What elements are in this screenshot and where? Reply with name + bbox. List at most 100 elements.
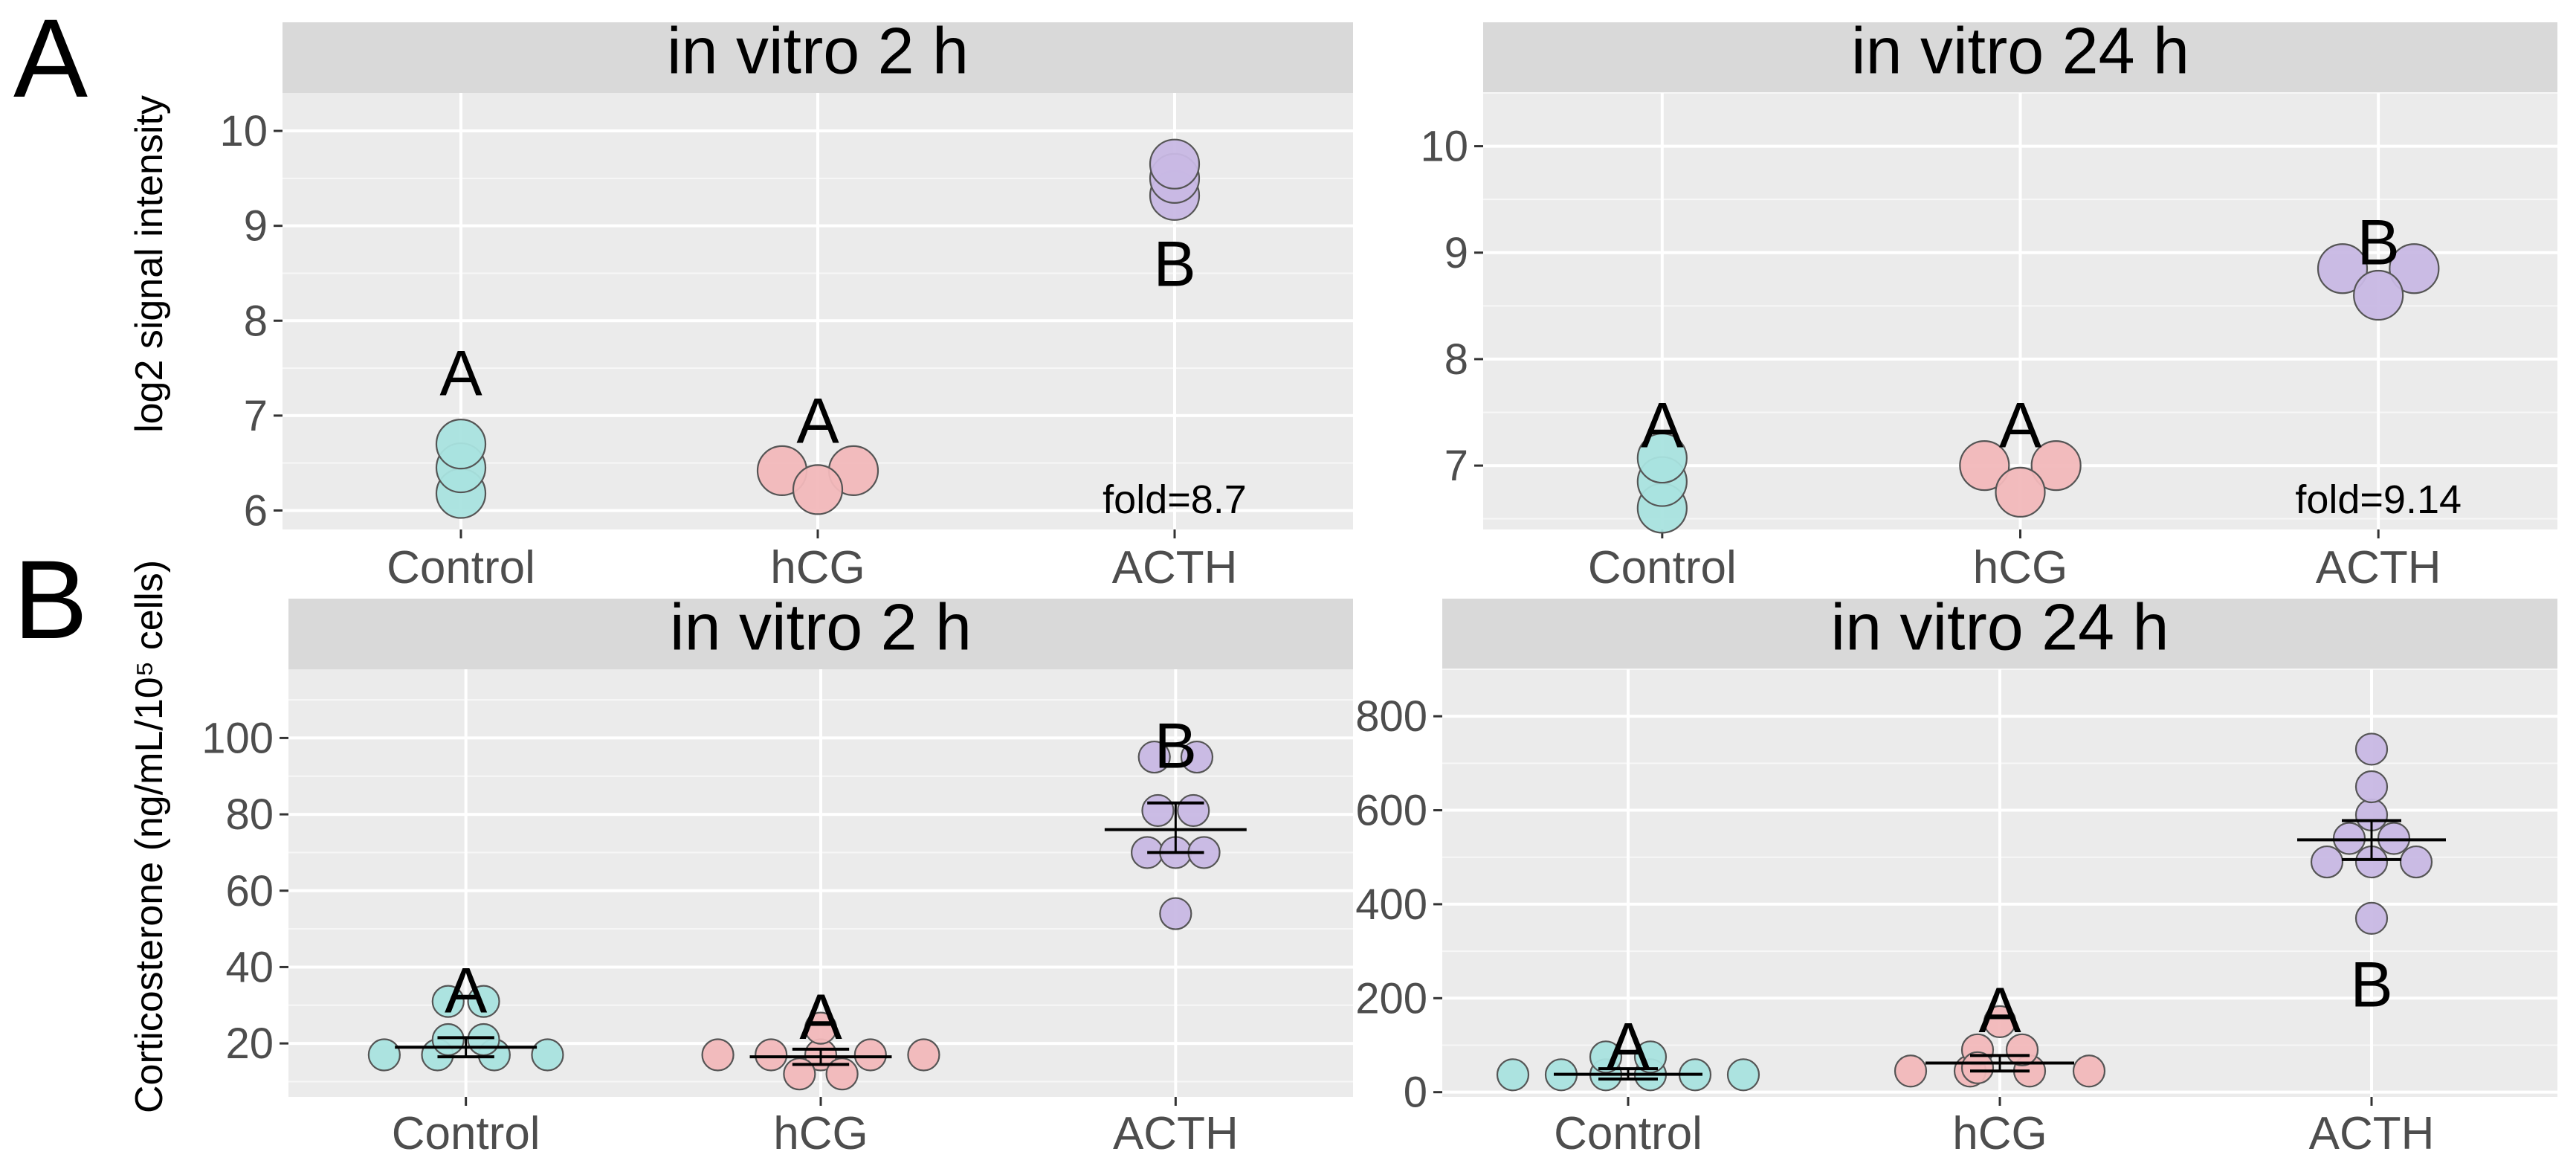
data-point-control: [1633, 1040, 1668, 1074]
data-point-hcg: [792, 464, 844, 515]
data-point-hcg: [825, 1057, 859, 1091]
y-tick-label: 9: [1444, 229, 1468, 277]
data-point-acth: [2317, 243, 2369, 294]
y-tick-label: 10: [1420, 123, 1468, 171]
data-point-control: [431, 1023, 465, 1057]
y-tick-label: 7: [244, 392, 268, 440]
data-point-hcg: [1959, 439, 2010, 492]
data-point-hcg: [907, 1038, 940, 1072]
y-tick-label: 9: [244, 202, 268, 251]
data-point-acth: [1149, 138, 1201, 190]
data-point-hcg: [2005, 1033, 2039, 1066]
data-point-acth: [1159, 897, 1192, 930]
y-tick-label: 400: [1355, 880, 1427, 929]
significance-letter-acth: B: [1155, 711, 1197, 782]
data-point-acth: [1177, 793, 1210, 828]
y-label-log2: log2 signal intensity: [128, 95, 171, 433]
fold-annotation: fold=8.7: [1103, 477, 1247, 522]
data-point-control: [367, 1038, 401, 1072]
data-point-control: [1496, 1058, 1530, 1092]
data-point-acth: [2353, 269, 2404, 321]
data-point-acth: [1141, 793, 1175, 828]
data-point-acth: [2354, 770, 2389, 804]
facet-title: in vitro 24 h: [1851, 13, 2189, 87]
y-tick-label: 6: [244, 486, 268, 535]
significance-letter-hcg: A: [796, 385, 839, 457]
data-point-acth: [2389, 243, 2440, 294]
significance-letter-control: A: [439, 338, 482, 409]
facet-title: in vitro 2 h: [667, 13, 969, 87]
x-tick-label-hcg: hCG: [770, 542, 865, 593]
significance-letter-control: A: [1641, 390, 1684, 462]
x-tick-label-acth: ACTH: [2316, 542, 2441, 593]
data-point-control: [467, 985, 500, 1018]
chart-panel-2: in vitro 2 h 20 40 60 80 100 Control hCG ACTH A A B: [201, 590, 1353, 1159]
x-tick-label-acth: ACTH: [1112, 542, 1238, 593]
significance-letter-control: A: [445, 955, 488, 1026]
y-tick-label: 100: [201, 714, 274, 762]
data-point-acth: [1137, 740, 1171, 774]
facet-strip: [1483, 22, 2557, 93]
data-point-hcg: [1983, 1005, 2017, 1039]
x-tick-label-acth: ACTH: [1113, 1108, 1239, 1159]
data-point-control: [531, 1038, 564, 1072]
data-point-acth: [2310, 845, 2344, 879]
facet-title: in vitro 2 h: [670, 590, 972, 663]
charts-container: in vitro 2 h 6 7 8 9 10 Control hCG ACTH A A Bfold=…: [201, 13, 2557, 1159]
y-tick-label: 7: [1444, 442, 1468, 490]
significance-letter-hcg: A: [799, 982, 842, 1053]
significance-letter-hcg: A: [1999, 390, 2042, 462]
significance-letter-hcg: A: [1978, 975, 2021, 1046]
y-tick-label: 8: [244, 297, 268, 345]
data-point-control: [431, 985, 465, 1018]
x-tick-label-hcg: hCG: [773, 1108, 868, 1159]
significance-letter-acth: B: [2357, 207, 2399, 278]
panel-label-b: B: [13, 537, 88, 662]
data-point-hcg: [1995, 466, 2046, 518]
data-point-hcg: [2072, 1054, 2106, 1088]
y-tick-label: 10: [219, 107, 268, 155]
x-tick-label-acth: ACTH: [2309, 1108, 2435, 1159]
significance-letter-control: A: [1607, 1010, 1650, 1081]
chart-panel-0: in vitro 2 h 6 7 8 9 10 Control hCG ACTH A A Bfold=…: [219, 13, 1353, 593]
x-tick-label-control: Control: [1554, 1108, 1702, 1159]
facet-strip: [288, 599, 1353, 669]
data-point-hcg: [755, 1038, 788, 1072]
y-tick-label: 600: [1355, 787, 1427, 835]
data-point-acth: [2354, 901, 2389, 935]
fold-annotation: fold=9.14: [2295, 477, 2462, 522]
panel-label-a: A: [13, 0, 88, 120]
data-point-hcg: [1894, 1054, 1928, 1088]
data-point-hcg: [804, 1011, 838, 1045]
x-tick-label-control: Control: [392, 1108, 540, 1159]
facet-strip: [1442, 599, 2557, 669]
data-point-control: [1726, 1058, 1760, 1092]
data-point-hcg: [1960, 1051, 1995, 1084]
data-point-hcg: [783, 1057, 816, 1091]
x-tick-label-hcg: hCG: [1952, 1108, 2047, 1159]
chart-panel-3: in vitro 24 h 0 200 400 600 800 Control hCG ACTH…: [1355, 590, 2557, 1159]
y-tick-label: 40: [225, 943, 274, 991]
data-point-hcg: [701, 1038, 735, 1072]
y-tick-label: 0: [1404, 1069, 1427, 1117]
data-point-hcg: [853, 1038, 887, 1072]
y-tick-label: 20: [225, 1020, 274, 1068]
y-tick-label: 200: [1355, 974, 1427, 1023]
data-point-control: [1636, 432, 1688, 484]
data-point-control: [1589, 1040, 1623, 1074]
y-tick-label: 8: [1444, 335, 1468, 384]
data-point-control: [467, 1023, 500, 1057]
facet-strip: [283, 22, 1353, 93]
data-point-hcg: [2030, 439, 2082, 492]
y-tick-label: 800: [1355, 692, 1427, 741]
y-tick-label: 60: [225, 867, 274, 915]
data-point-control: [435, 419, 487, 470]
data-point-acth: [2399, 845, 2433, 879]
data-point-acth: [1180, 740, 1214, 774]
y-label-corticosterone: Corticosterone (ng/mL/10⁵ cells): [128, 560, 171, 1113]
x-tick-label-control: Control: [1588, 542, 1737, 593]
data-point-acth: [2354, 732, 2389, 766]
significance-letter-acth: B: [2350, 949, 2392, 1020]
facet-title: in vitro 24 h: [1831, 590, 2169, 663]
